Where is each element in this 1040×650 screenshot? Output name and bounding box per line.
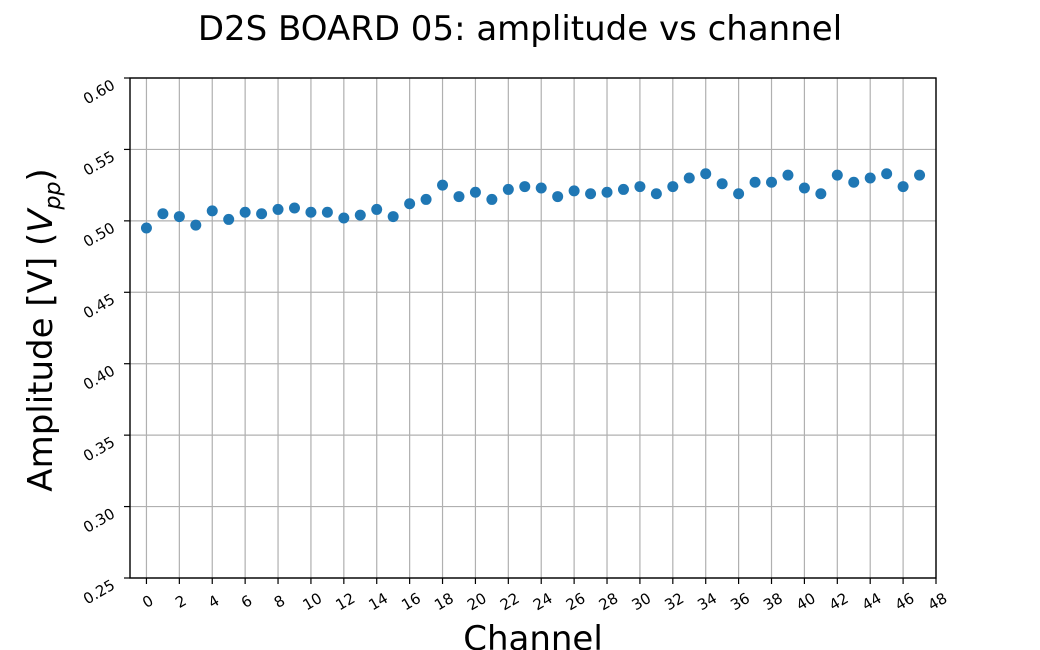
data-point xyxy=(239,206,251,218)
data-point xyxy=(157,208,169,220)
y-axis-label-var: V xyxy=(21,207,61,233)
x-tick-label: 12 xyxy=(333,589,359,614)
data-point xyxy=(420,193,432,205)
x-tick-label: 22 xyxy=(497,589,523,614)
data-point xyxy=(354,209,366,221)
x-tick-label: 40 xyxy=(793,589,819,614)
y-tick-label: 0.55 xyxy=(80,147,118,179)
data-point xyxy=(535,182,547,194)
data-point xyxy=(338,212,350,224)
data-point xyxy=(371,203,383,215)
grid xyxy=(130,77,937,579)
data-point xyxy=(288,202,300,214)
x-tick-label: 44 xyxy=(859,589,885,614)
data-point xyxy=(716,178,728,190)
y-tick-label: 0.25 xyxy=(80,576,118,608)
data-point xyxy=(798,182,810,194)
data-point xyxy=(190,219,202,231)
data-point xyxy=(601,186,613,198)
y-tick-label: 0.30 xyxy=(80,504,118,536)
data-point xyxy=(519,181,531,193)
x-tick-label: 4 xyxy=(205,591,222,611)
x-tick-label: 0 xyxy=(139,591,156,611)
x-axis-ticks: 0 2 4 6 8 10 12 14 16 18 20 22 24 26 28 30 32 34 36 38 40 42 4… xyxy=(139,578,950,614)
data-point xyxy=(634,181,646,193)
y-axis-label-sub: pp xyxy=(41,182,66,211)
y-tick-label: 0.40 xyxy=(80,362,118,394)
data-point xyxy=(453,191,465,203)
plot-frame xyxy=(129,77,937,579)
x-tick-label: 18 xyxy=(431,589,457,614)
x-tick-label: 6 xyxy=(238,591,255,611)
data-point xyxy=(469,186,481,198)
data-point xyxy=(272,203,284,215)
data-point xyxy=(585,188,597,200)
x-tick-label: 14 xyxy=(365,589,391,614)
data-point xyxy=(782,169,794,181)
data-point xyxy=(650,188,662,200)
data-point xyxy=(864,172,876,184)
x-tick-label: 28 xyxy=(596,589,622,614)
data-point xyxy=(256,208,268,220)
data-point xyxy=(766,176,778,188)
x-tick-label: 36 xyxy=(727,589,753,614)
x-tick-label: 8 xyxy=(271,591,288,611)
x-axis-label: Channel xyxy=(463,619,603,650)
x-tick-label: 32 xyxy=(662,589,688,614)
y-tick-label: 0.35 xyxy=(80,433,118,465)
y-axis-label: Amplitude [V] (Vpp) xyxy=(21,168,66,491)
x-tick-label: 30 xyxy=(629,589,655,614)
data-point xyxy=(173,211,185,223)
data-point xyxy=(667,181,679,193)
x-tick-label: 20 xyxy=(464,589,490,614)
data-point xyxy=(404,198,416,210)
data-point xyxy=(749,176,761,188)
data-points xyxy=(140,168,926,234)
y-axis-label-close: ) xyxy=(21,168,61,181)
x-tick-label: 46 xyxy=(892,589,918,614)
chart-title: D2S BOARD 05: amplitude vs channel xyxy=(198,9,842,49)
x-tick-label: 2 xyxy=(172,591,189,611)
y-tick-label: 0.60 xyxy=(80,76,118,108)
data-point xyxy=(848,176,860,188)
data-point xyxy=(568,185,580,197)
data-point xyxy=(914,169,926,181)
data-point xyxy=(223,213,235,225)
x-tick-label: 26 xyxy=(563,589,589,614)
x-tick-label: 38 xyxy=(760,589,786,614)
data-point xyxy=(733,188,745,200)
x-tick-label: 34 xyxy=(694,589,720,614)
data-point xyxy=(552,191,564,203)
data-point xyxy=(683,172,695,184)
data-point xyxy=(437,179,449,191)
data-point xyxy=(140,222,152,234)
y-axis-label-main: Amplitude [V] ( xyxy=(21,233,61,492)
data-point xyxy=(897,181,909,193)
x-tick-label: 48 xyxy=(925,589,951,614)
data-point xyxy=(486,193,498,205)
data-point xyxy=(700,168,712,180)
x-tick-label: 10 xyxy=(300,589,326,614)
y-tick-label: 0.45 xyxy=(80,290,118,322)
x-tick-label: 24 xyxy=(530,589,556,614)
data-point xyxy=(305,206,317,218)
x-tick-label: 42 xyxy=(826,589,852,614)
y-tick-label: 0.50 xyxy=(80,219,118,251)
x-tick-label: 16 xyxy=(398,589,424,614)
data-point xyxy=(387,211,399,223)
data-point xyxy=(831,169,843,181)
data-point xyxy=(206,205,218,217)
data-point xyxy=(815,188,827,200)
data-point xyxy=(502,183,514,195)
data-point xyxy=(881,168,893,180)
y-axis-ticks: 0.25 0.30 0.35 0.40 0.45 0.50 0.55 0.60 xyxy=(80,76,130,608)
data-point xyxy=(321,206,333,218)
data-point xyxy=(617,183,629,195)
